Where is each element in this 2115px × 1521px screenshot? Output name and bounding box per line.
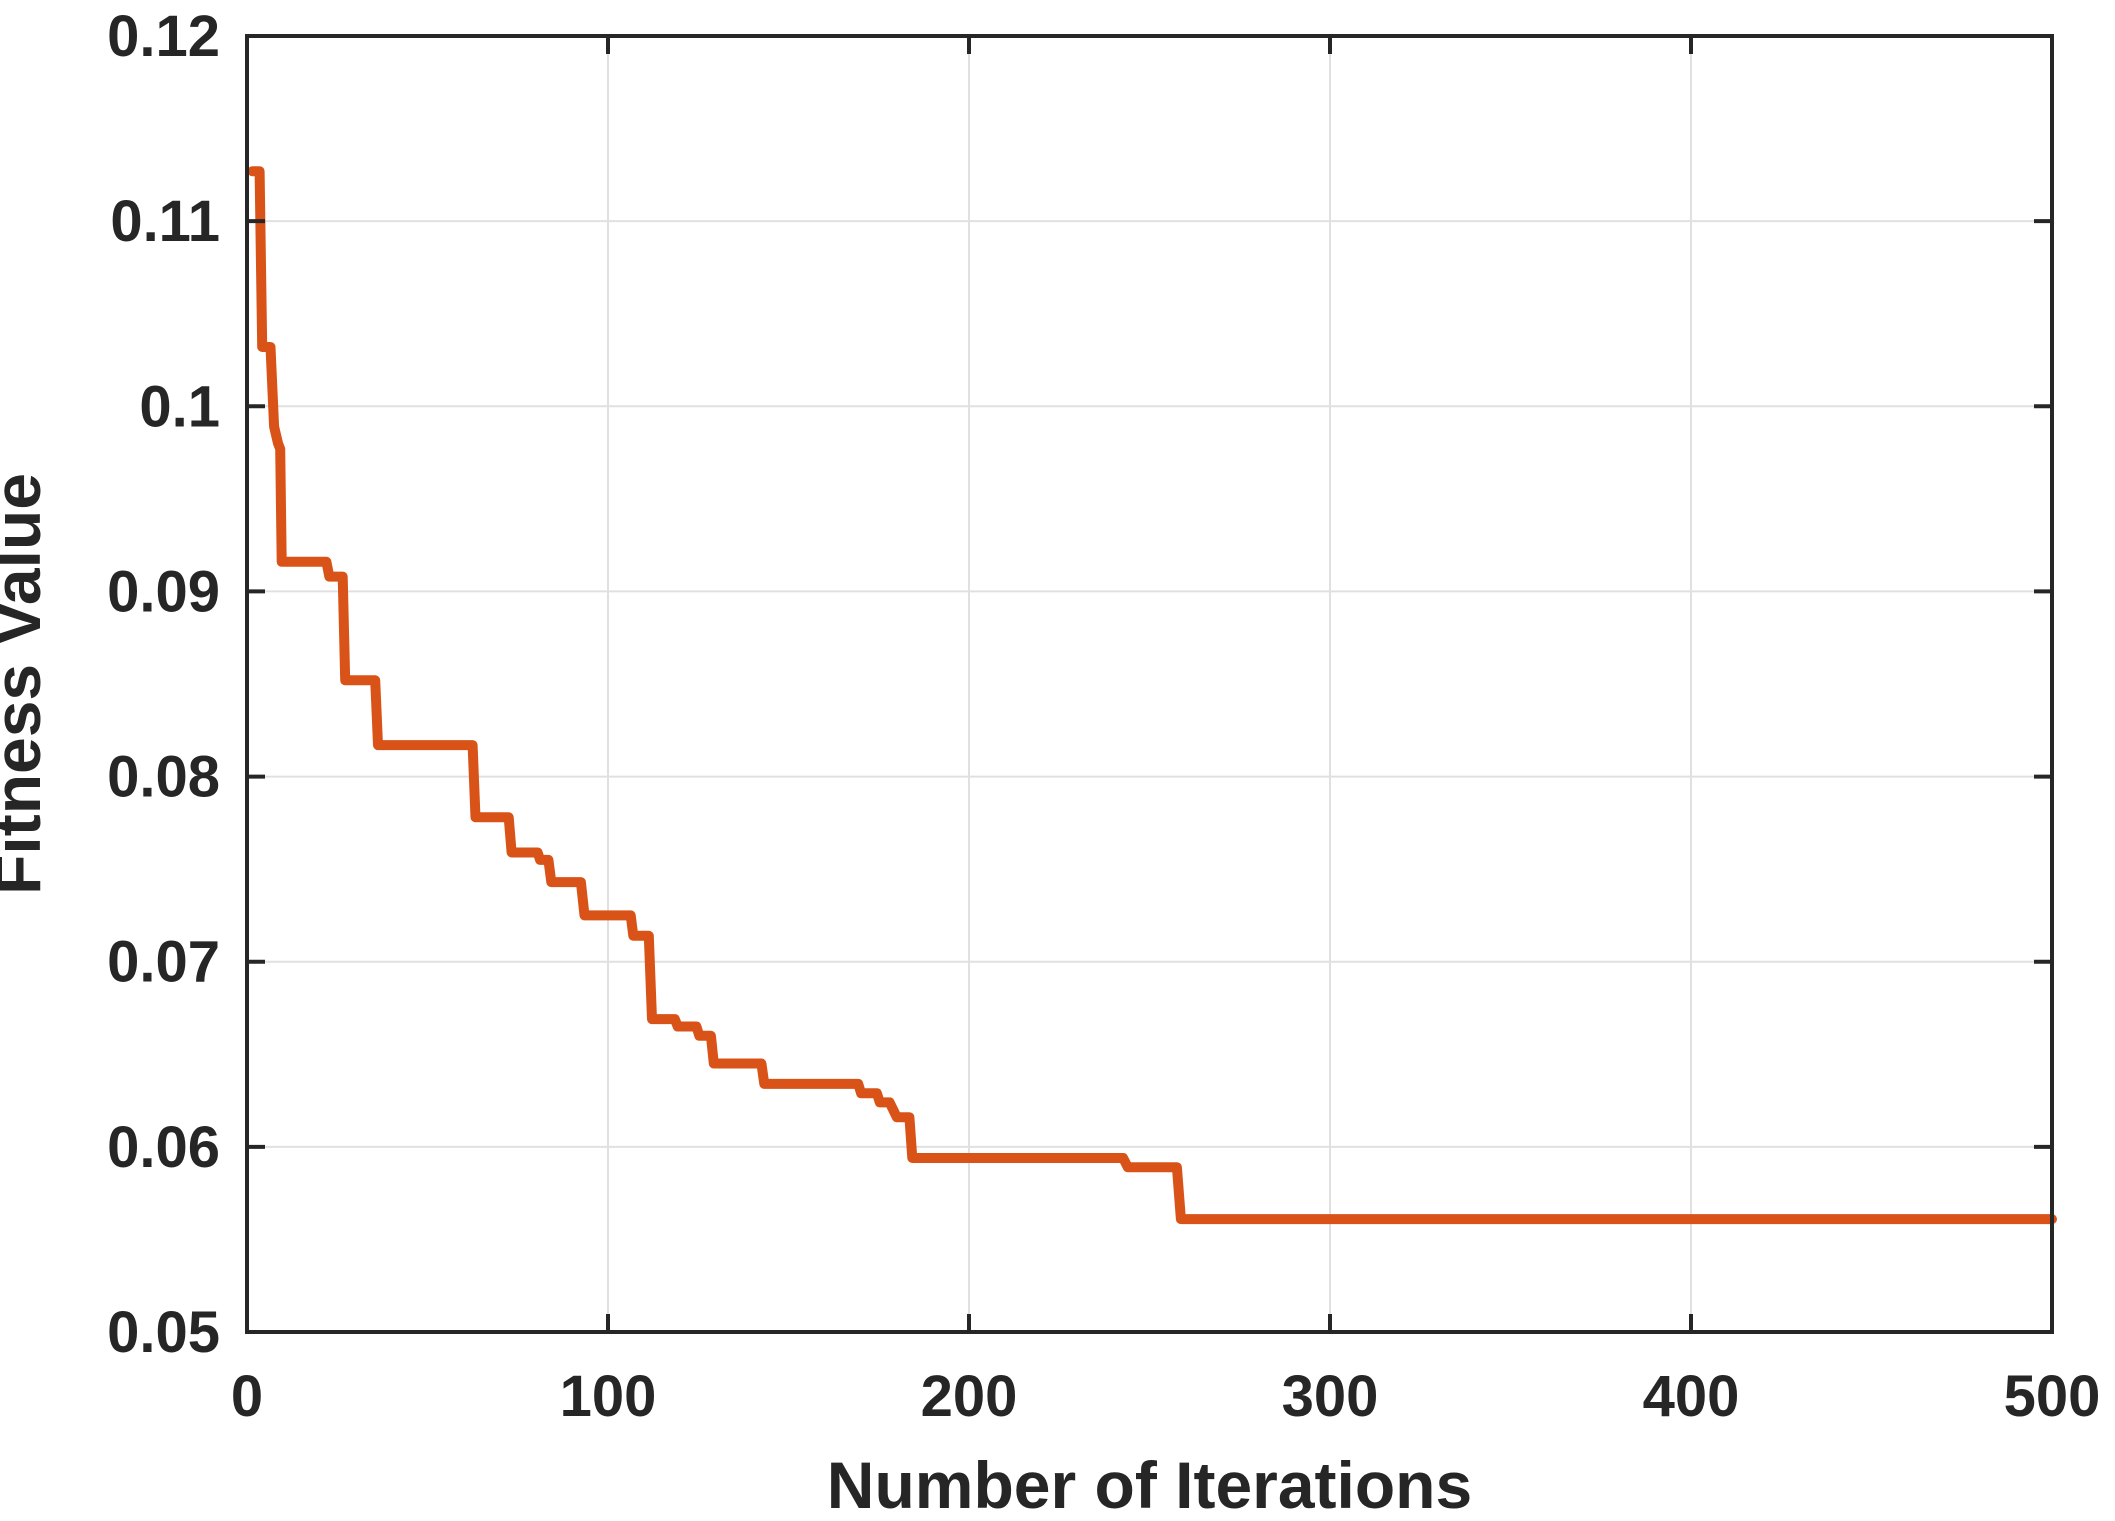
x-tick-label: 400 — [1643, 1364, 1740, 1429]
tick-label-layer: 0 100 200 300 400 500 0.05 0.06 0.07 0.08 0.09 0.1 0… — [107, 4, 2100, 1429]
curve-layer — [247, 166, 2057, 1225]
y-tick-label: 0.12 — [107, 4, 220, 69]
tick-layer — [245, 34, 2054, 1334]
x-tick-label: 300 — [1282, 1364, 1379, 1429]
y-tick-label: 0.09 — [107, 559, 220, 624]
y-tick-label: 0.11 — [110, 189, 220, 254]
y-tick-label: 0.05 — [107, 1300, 220, 1365]
y-tick-label: 0.07 — [107, 930, 220, 995]
grid-layer — [247, 36, 2052, 1332]
x-axis-label: Number of Iterations — [827, 1448, 1472, 1521]
y-tick-label: 0.1 — [139, 374, 220, 439]
x-tick-label: 100 — [560, 1364, 657, 1429]
fitness-curve — [247, 166, 2057, 1225]
y-axis-label: Fitness Value — [0, 473, 54, 895]
x-tick-label: 500 — [2004, 1364, 2101, 1429]
y-tick-label: 0.08 — [107, 745, 220, 810]
x-tick-label: 200 — [921, 1364, 1018, 1429]
y-tick-label: 0.06 — [107, 1115, 220, 1180]
x-tick-label: 0 — [231, 1364, 263, 1429]
axes-box — [245, 34, 2054, 1334]
